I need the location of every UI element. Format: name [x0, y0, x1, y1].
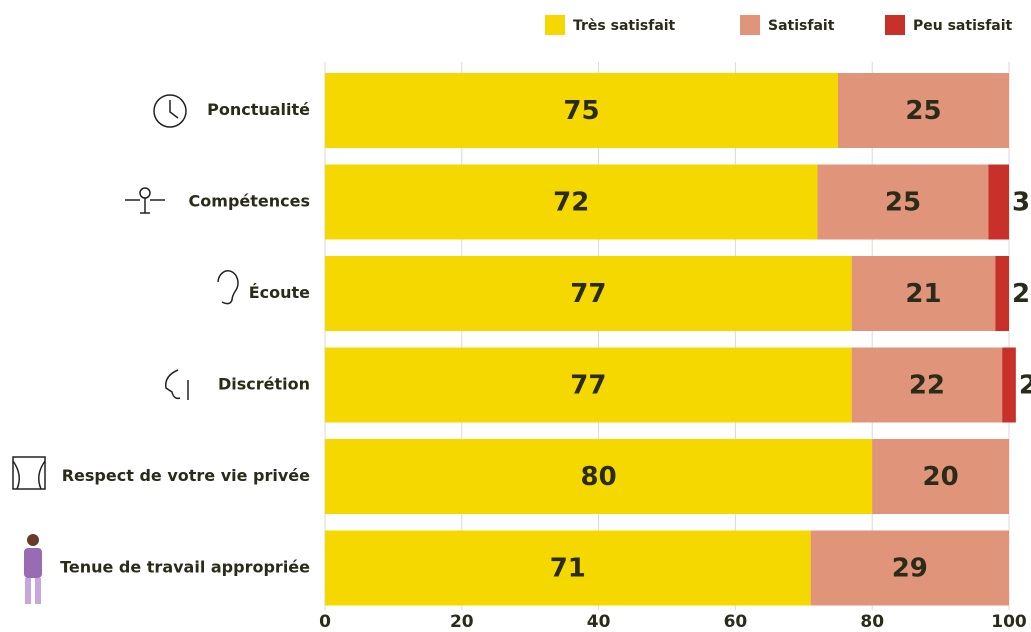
- value-label: 29: [892, 554, 928, 584]
- icons: [13, 95, 238, 604]
- curtain-folds: [13, 461, 45, 489]
- value-label: 71: [550, 554, 586, 584]
- person-body: [24, 548, 42, 578]
- value-label: 77: [570, 279, 606, 309]
- category-label: Ponctualité: [207, 100, 310, 119]
- legend-swatch: [885, 15, 905, 35]
- legend-label: Très satisfait: [573, 18, 676, 34]
- category-label: Tenue de travail appropriée: [60, 558, 310, 577]
- x-tick-label: 0: [319, 612, 331, 632]
- legend-label: Peu satisfait: [913, 18, 1013, 34]
- skills-icon: [140, 188, 150, 198]
- chart: 0 20 40 60 80 100 Très satisfait Satisfait Peu s…: [0, 0, 1031, 632]
- value-label: 3: [1012, 188, 1030, 218]
- clock-hands: [170, 100, 178, 118]
- person-head: [27, 534, 39, 546]
- legend-swatch: [545, 15, 565, 35]
- value-label: 2: [1019, 371, 1031, 401]
- category-label: Compétences: [189, 192, 310, 211]
- skills-icon-lines: [125, 198, 165, 213]
- category-label: Écoute: [249, 283, 310, 302]
- value-label: 77: [570, 371, 606, 401]
- value-label: 25: [885, 188, 921, 218]
- value-label: 80: [581, 462, 617, 492]
- x-tick-label: 80: [860, 612, 884, 632]
- value-label: 25: [905, 96, 941, 126]
- category-label: Discrétion: [218, 375, 310, 394]
- person-leg: [35, 578, 41, 604]
- curtain-icon: [13, 457, 45, 489]
- value-label: 22: [909, 371, 945, 401]
- category-label: Respect de votre vie privée: [62, 466, 310, 485]
- legend-label: Satisfait: [768, 18, 835, 34]
- value-label: 21: [905, 279, 941, 309]
- x-tick-label: 20: [450, 612, 474, 632]
- value-label: 20: [923, 462, 959, 492]
- ear-icon: [218, 271, 238, 304]
- bar-segment: [988, 165, 1009, 240]
- x-tick-label: 40: [587, 612, 611, 632]
- bar-segment: [1002, 348, 1016, 423]
- discretion-icon: [166, 370, 188, 400]
- value-label: 2: [1012, 279, 1030, 309]
- x-tick-label: 100: [991, 612, 1027, 632]
- value-label: 72: [553, 188, 589, 218]
- x-tick-label: 60: [724, 612, 748, 632]
- legend-swatch: [740, 15, 760, 35]
- person-leg: [25, 578, 31, 604]
- value-label: 75: [563, 96, 599, 126]
- bar-segment: [995, 256, 1009, 331]
